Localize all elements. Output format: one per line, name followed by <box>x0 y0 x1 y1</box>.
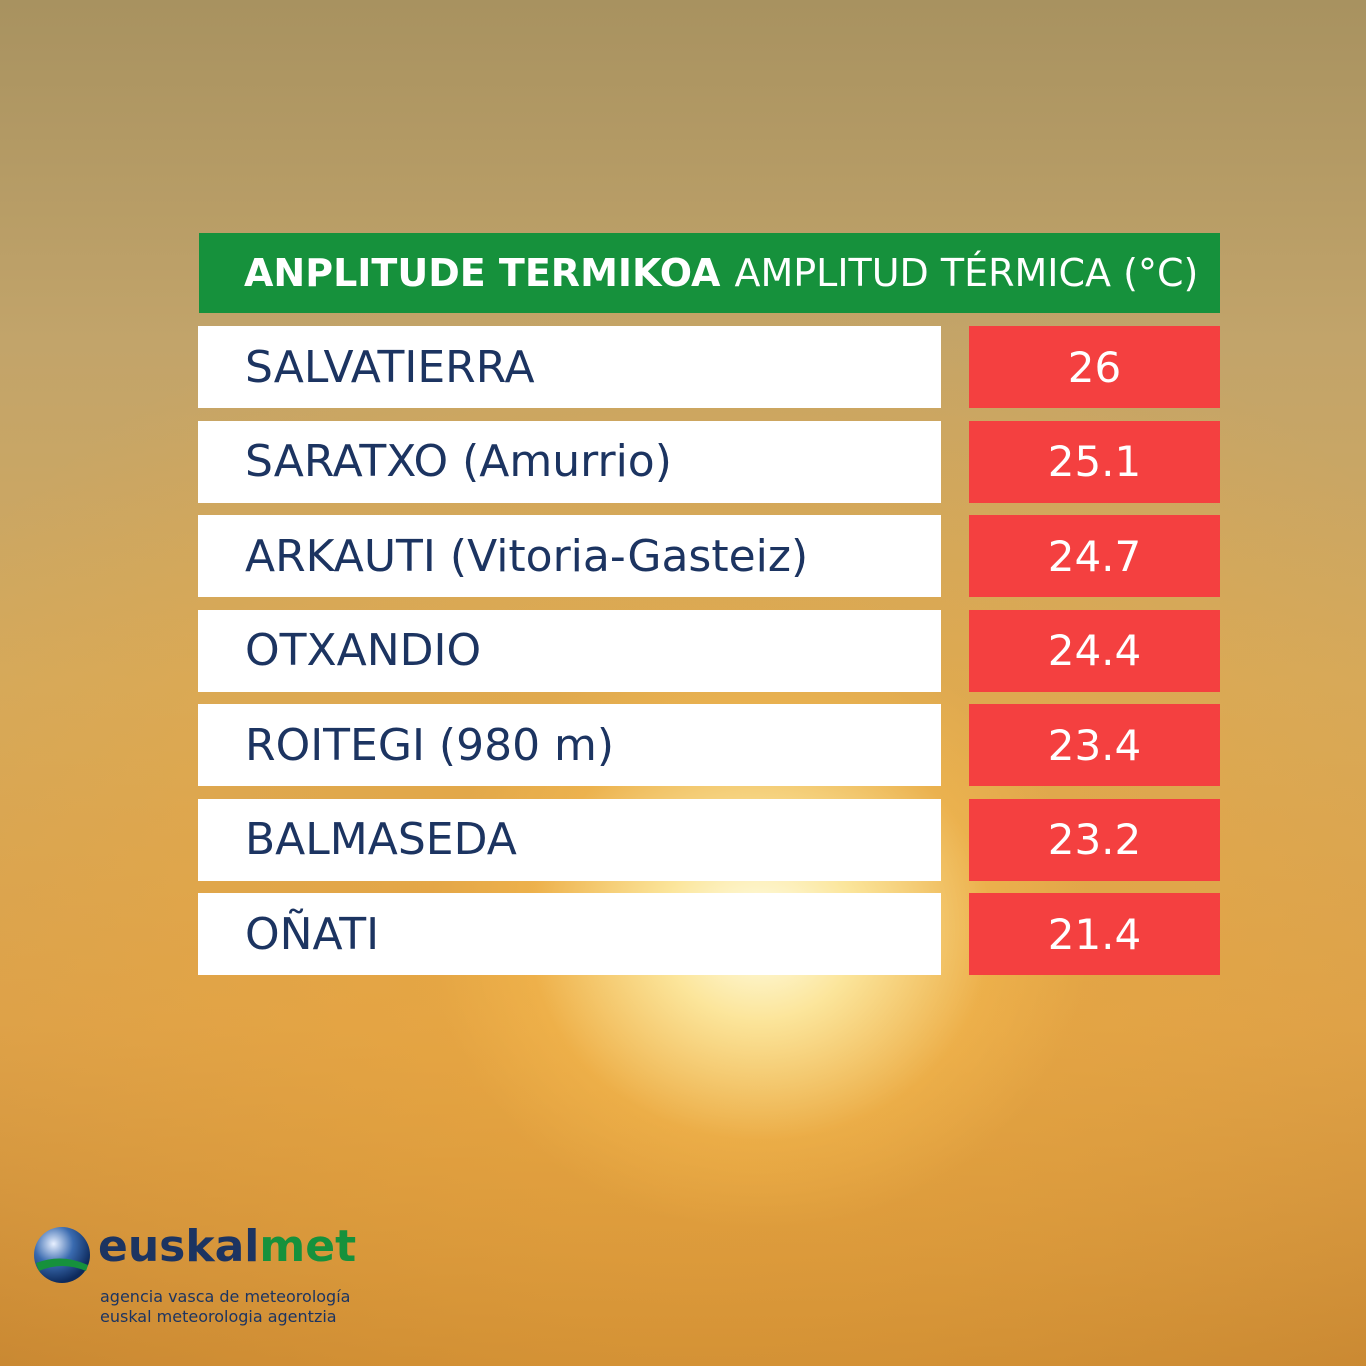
logo-name-a: euskal <box>98 1221 260 1272</box>
amplitude-value: 23.4 <box>969 704 1220 786</box>
station-name: BALMASEDA <box>198 798 941 881</box>
logo-line: euskal meteorologia agentzia <box>100 1307 337 1326</box>
logo-name-b: met <box>259 1221 357 1272</box>
station-name: ROITEGI (980 m) <box>198 704 941 786</box>
station-name: SALVATIERRA <box>198 326 941 408</box>
logo-line: agencia vasca de meteorología <box>100 1287 351 1306</box>
header: ANPLITUDE TERMIKOA AMPLITUD TÉRMICA (°C) <box>199 233 1220 313</box>
title-es: AMPLITUD TÉRMICA (°C) <box>734 251 1199 295</box>
logo-globe <box>34 1227 90 1283</box>
station-name: ARKAUTI (Vitoria-Gasteiz) <box>198 515 941 597</box>
station-name: SARATXO (Amurrio) <box>198 420 941 503</box>
amplitude-value: 24.7 <box>969 515 1220 597</box>
amplitude-value: 25.1 <box>969 420 1220 503</box>
logo-name: euskalmet <box>98 1221 356 1272</box>
amplitude-value: 21.4 <box>969 893 1220 975</box>
amplitude-value: 23.2 <box>969 798 1220 881</box>
amplitude-value: 26 <box>969 326 1220 408</box>
amplitude-value: 24.4 <box>969 609 1220 692</box>
station-name: OÑATI <box>198 893 941 975</box>
station-name: OTXANDIO <box>198 609 941 692</box>
title-eu: ANPLITUDE TERMIKOA <box>244 251 721 295</box>
